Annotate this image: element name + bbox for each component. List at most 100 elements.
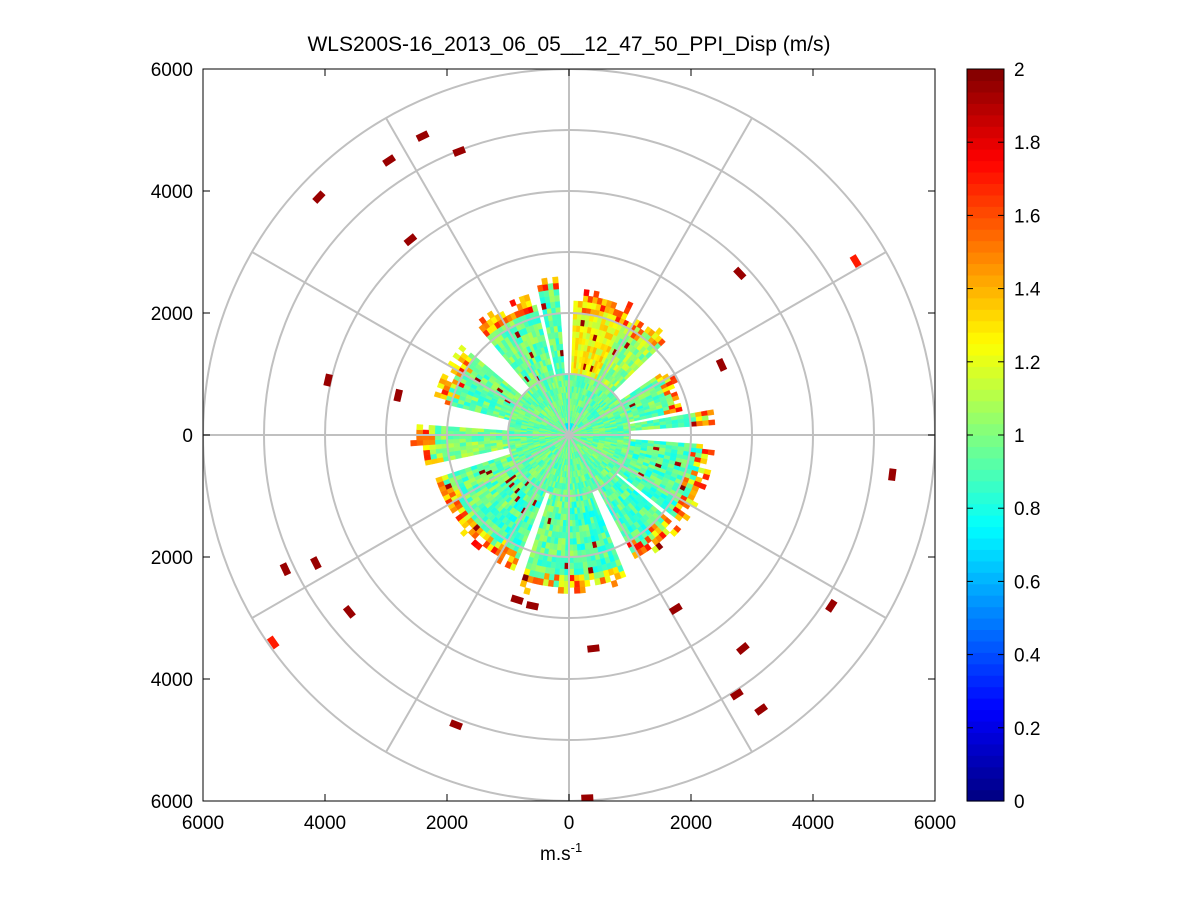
- ppi-cell: [571, 337, 577, 344]
- colorbar-tick-label: 1.2: [1014, 353, 1040, 374]
- ppi-cell: [455, 513, 464, 522]
- ppi-cell: [519, 579, 528, 588]
- x-tick-label: 0: [564, 813, 575, 834]
- colorbar-tick-label: 0: [1014, 792, 1025, 813]
- y-tick-label: 2000: [151, 548, 193, 569]
- ppi-cell: [557, 331, 563, 339]
- colorbar-tick-label: 0.6: [1014, 572, 1040, 593]
- ppi-cell: [547, 283, 554, 291]
- colorbar-band: [967, 789, 1004, 802]
- ppi-cell: [428, 439, 436, 446]
- ppi-cell: [559, 349, 564, 357]
- ppi-cell: [483, 437, 491, 442]
- colorbar-band: [967, 114, 1004, 127]
- ppi-cell: [572, 532, 577, 539]
- ppi-cell: [610, 579, 619, 588]
- ppi-cell: [422, 444, 430, 451]
- ppi-cell: [653, 425, 661, 430]
- colorbar-tick-label: 0.2: [1014, 719, 1040, 740]
- colorbar-band: [967, 354, 1004, 367]
- ppi-cell: [572, 538, 577, 545]
- colorbar-band: [967, 69, 1004, 82]
- ppi-cell: [477, 437, 485, 442]
- ppi-cell: [549, 295, 556, 303]
- ppi-cell: [465, 427, 472, 432]
- ppi-cell: [702, 473, 710, 481]
- ppi-cell: [655, 327, 664, 336]
- ppi-cell: [434, 439, 442, 445]
- ppi-cell: [696, 420, 704, 427]
- colorbar-band: [967, 320, 1004, 333]
- y-tick-label: 4000: [151, 670, 193, 691]
- ppi-cell: [552, 276, 559, 284]
- ppi-cell: [635, 427, 643, 431]
- colorbar-band: [967, 606, 1004, 619]
- colorbar-band: [967, 709, 1004, 722]
- colorbar-band: [967, 91, 1004, 104]
- ppi-cell: [459, 441, 467, 447]
- colorbar-band: [967, 560, 1004, 573]
- colorbar-band: [967, 446, 1004, 459]
- ppi-cell: [571, 513, 576, 521]
- colorbar-band: [967, 549, 1004, 562]
- colorbar-band: [967, 412, 1004, 425]
- ppi-cell: [504, 560, 513, 569]
- outlier-mark: [888, 468, 897, 481]
- ppi-cell: [651, 545, 660, 554]
- chart-title: WLS200S-16_2013_06_05__12_47_50_PPI_Disp…: [307, 33, 830, 56]
- ppi-cell: [594, 577, 601, 586]
- colorbar-tick-label: 1: [1014, 426, 1025, 447]
- ppi-cell: [477, 428, 485, 433]
- colorbar-tick-label: 1.4: [1014, 280, 1041, 301]
- ppi-cell: [636, 320, 645, 330]
- ppi-cell: [577, 300, 584, 308]
- ppi-cell: [671, 423, 679, 429]
- ppi-cell: [560, 544, 566, 552]
- ppi-cell: [459, 438, 466, 443]
- ppi-cell: [428, 424, 436, 431]
- ppi-cell: [671, 395, 680, 402]
- ppi-cell: [573, 580, 580, 588]
- ppi-cell: [701, 415, 709, 422]
- ppi-cell: [707, 449, 715, 456]
- colorbar-band: [967, 343, 1004, 356]
- ppi-cell: [541, 277, 549, 286]
- colorbar-band: [967, 778, 1004, 791]
- ppi-cell: [552, 580, 560, 588]
- ppi-cell: [667, 383, 676, 391]
- colorbar-tick-label: 0.4: [1014, 646, 1041, 667]
- colorbar-band: [967, 537, 1004, 550]
- outlier-point: [888, 468, 897, 481]
- outlier-point: [587, 644, 600, 653]
- colorbar-band: [967, 720, 1004, 733]
- plot-area: [202, 68, 936, 802]
- colorbar-band: [967, 503, 1004, 516]
- colorbar-band: [967, 469, 1004, 482]
- ppi-cell: [422, 439, 430, 446]
- ppi-cell: [561, 361, 565, 369]
- ppi-cell: [553, 574, 560, 582]
- ppi-cell: [459, 427, 466, 432]
- colorbar-band: [967, 240, 1004, 253]
- ppi-cell: [682, 513, 691, 522]
- colorbar-band: [967, 183, 1004, 196]
- ppi-cell: [552, 282, 560, 290]
- ppi-cell: [429, 448, 437, 455]
- x-tick-label: 2000: [426, 813, 468, 834]
- ppi-cell: [542, 283, 549, 292]
- ppi-cell: [554, 568, 560, 576]
- colorbar-band: [967, 595, 1004, 608]
- colorbar-band: [967, 137, 1004, 150]
- ppi-cell: [665, 423, 673, 429]
- colorbar-tick-label: 0.8: [1014, 499, 1040, 520]
- ppi-cell: [559, 343, 564, 351]
- colorbar-band: [967, 206, 1004, 219]
- colorbar-band: [967, 480, 1004, 493]
- colorbar-band: [967, 629, 1004, 642]
- ppi-cell: [571, 507, 575, 515]
- ppi-cell: [477, 440, 485, 445]
- ppi-cell: [410, 440, 418, 447]
- ppi-cell: [547, 579, 554, 587]
- outlier-mark: [587, 644, 600, 653]
- ppi-cell: [557, 586, 564, 594]
